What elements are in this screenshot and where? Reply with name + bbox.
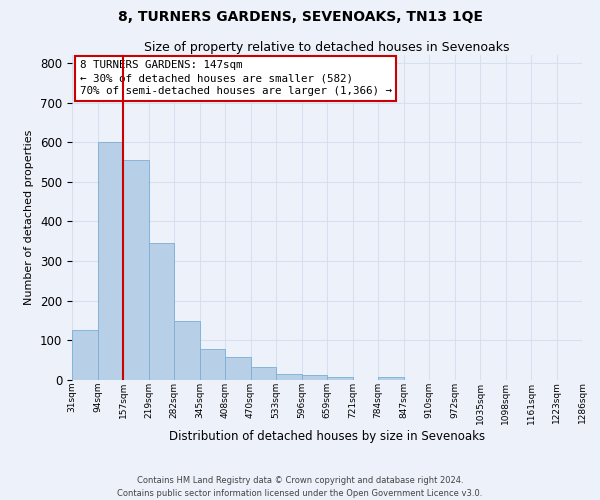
Bar <box>199 349 225 380</box>
Bar <box>276 374 302 380</box>
Bar <box>327 377 353 380</box>
Bar <box>174 322 199 380</box>
Bar <box>149 244 174 380</box>
Bar <box>97 142 123 380</box>
Y-axis label: Number of detached properties: Number of detached properties <box>25 130 34 305</box>
X-axis label: Distribution of detached houses by size in Sevenoaks: Distribution of detached houses by size … <box>169 430 485 444</box>
Bar <box>72 330 97 380</box>
Bar <box>302 375 327 380</box>
Bar <box>123 160 149 380</box>
Text: 8, TURNERS GARDENS, SEVENOAKS, TN13 1QE: 8, TURNERS GARDENS, SEVENOAKS, TN13 1QE <box>118 10 482 24</box>
Bar <box>251 366 276 380</box>
Bar <box>378 377 404 380</box>
Text: 8 TURNERS GARDENS: 147sqm
← 30% of detached houses are smaller (582)
70% of semi: 8 TURNERS GARDENS: 147sqm ← 30% of detac… <box>80 60 392 96</box>
Title: Size of property relative to detached houses in Sevenoaks: Size of property relative to detached ho… <box>144 41 510 54</box>
Text: Contains HM Land Registry data © Crown copyright and database right 2024.
Contai: Contains HM Land Registry data © Crown c… <box>118 476 482 498</box>
Bar <box>225 358 251 380</box>
